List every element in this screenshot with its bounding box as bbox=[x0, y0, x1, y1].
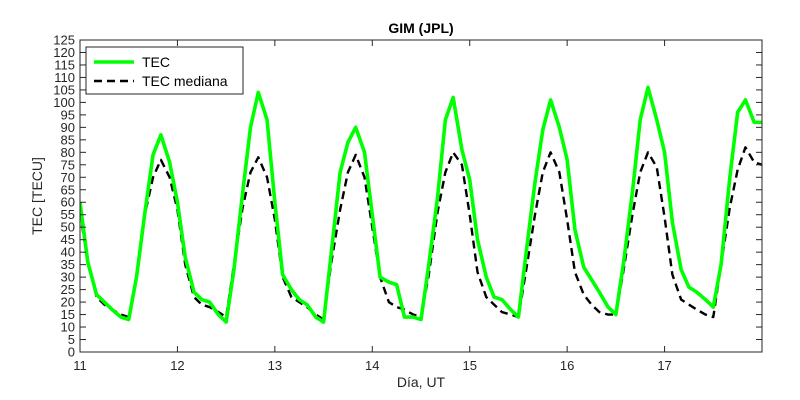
x-tick-label: 12 bbox=[170, 358, 184, 373]
series-line-tec bbox=[80, 85, 762, 324]
x-tick-label: 16 bbox=[560, 358, 574, 373]
y-tick-label: 45 bbox=[61, 232, 75, 247]
y-tick-label: 85 bbox=[61, 132, 75, 147]
y-tick-label: 80 bbox=[61, 145, 75, 160]
y-tick-label: 100 bbox=[53, 95, 75, 110]
y-tick-label: 120 bbox=[53, 45, 75, 60]
y-tick-label: 110 bbox=[54, 70, 75, 85]
y-tick-label: 10 bbox=[61, 320, 75, 335]
x-tick-label: 11 bbox=[73, 358, 87, 373]
y-tick-label: 15 bbox=[61, 307, 75, 322]
x-axis-label: Día, UT bbox=[397, 374, 446, 390]
y-tick-label: 20 bbox=[61, 295, 75, 310]
y-tick-label: 90 bbox=[61, 120, 75, 135]
x-tick-label: 13 bbox=[268, 358, 282, 373]
y-tick-label: 30 bbox=[61, 270, 75, 285]
axes-box bbox=[79, 39, 763, 353]
y-tick-label: 5 bbox=[68, 332, 75, 347]
legend-label-tec: TEC bbox=[142, 54, 170, 70]
chart-title: GIM (JPL) bbox=[388, 20, 453, 36]
y-tick-label: 125 bbox=[53, 33, 75, 48]
y-tick-label: 95 bbox=[61, 107, 75, 122]
y-axis-ticks: 0510152025303540455055606570758085909510… bbox=[53, 33, 762, 360]
x-tick-label: 14 bbox=[365, 358, 379, 373]
y-tick-label: 0 bbox=[68, 345, 75, 360]
y-tick-label: 75 bbox=[61, 157, 75, 172]
series-layer bbox=[80, 85, 762, 324]
y-tick-label: 115 bbox=[54, 57, 75, 72]
x-tick-label: 15 bbox=[462, 358, 476, 373]
legend-label-tec-mediana: TEC mediana bbox=[142, 73, 228, 89]
legend-box bbox=[85, 46, 244, 95]
y-tick-label: 105 bbox=[53, 82, 75, 97]
legend: TEC TEC mediana bbox=[85, 46, 244, 95]
y-tick-label: 25 bbox=[61, 282, 75, 297]
y-tick-label: 70 bbox=[61, 170, 75, 185]
y-tick-label: 65 bbox=[61, 182, 75, 197]
y-tick-label: 60 bbox=[61, 195, 75, 210]
y-tick-label: 50 bbox=[61, 220, 75, 235]
x-axis-ticks: 11 12 13 14 15 16 17 bbox=[73, 40, 672, 373]
x-tick-label: 17 bbox=[657, 358, 671, 373]
y-tick-label: 35 bbox=[61, 257, 75, 272]
y-tick-label: 40 bbox=[61, 245, 75, 260]
series-line-tec-mediana bbox=[80, 146, 762, 321]
y-axis-label: TEC [TECU] bbox=[29, 157, 45, 235]
y-tick-label: 55 bbox=[61, 207, 75, 222]
